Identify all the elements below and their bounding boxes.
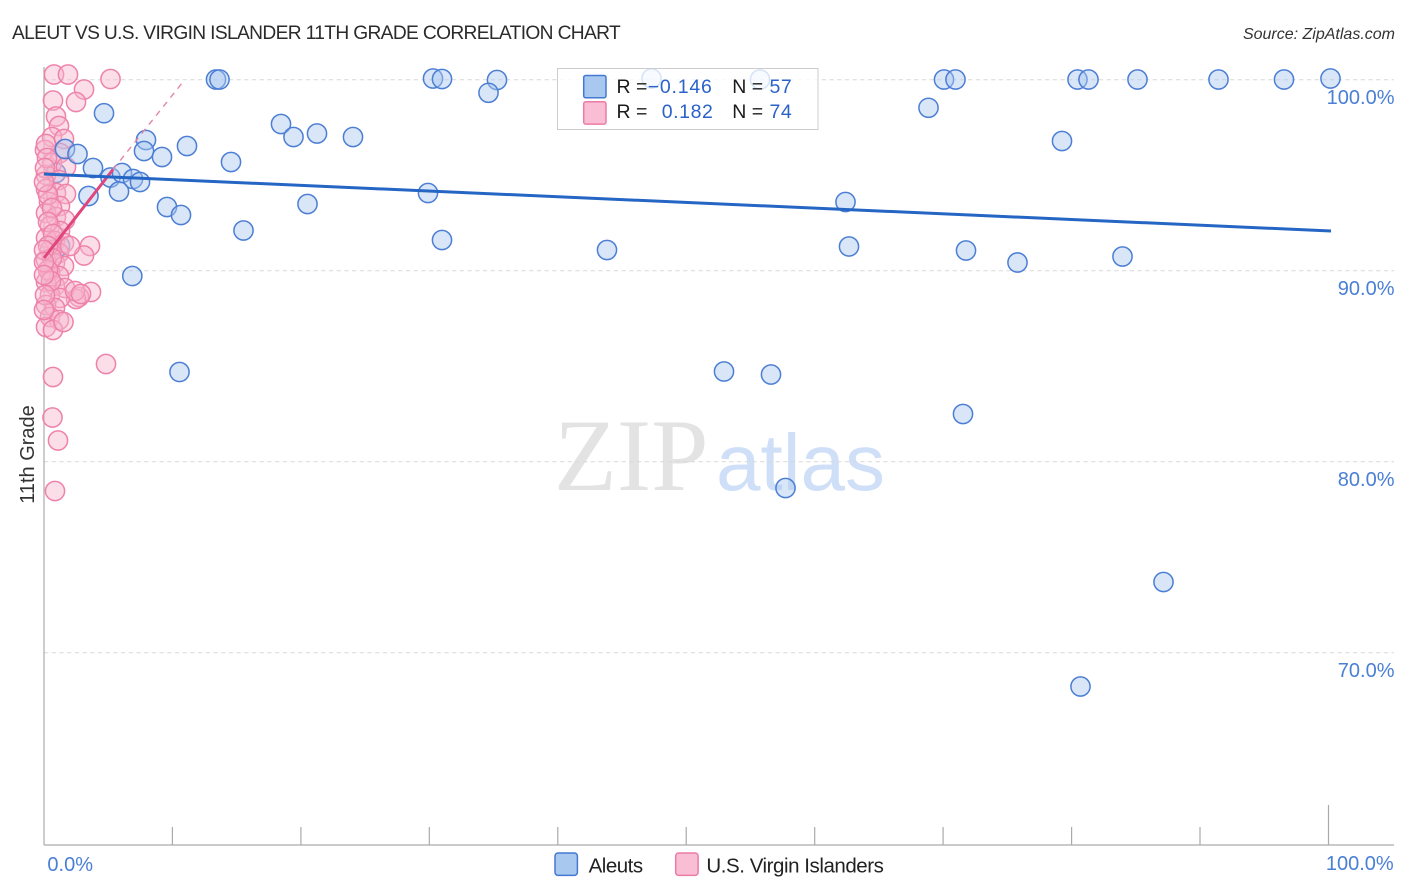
svg-text:57: 57 <box>770 76 793 98</box>
svg-text:0.182: 0.182 <box>662 101 714 123</box>
svg-text:R =: R = <box>617 101 648 123</box>
svg-text:N =: N = <box>732 101 763 123</box>
svg-text:11th Grade: 11th Grade <box>17 405 39 504</box>
svg-text:74: 74 <box>770 101 793 123</box>
svg-text:100.0%: 100.0% <box>1327 87 1395 109</box>
svg-text:0.0%: 0.0% <box>47 854 93 876</box>
svg-text:100.0%: 100.0% <box>1326 853 1394 875</box>
svg-text:70.0%: 70.0% <box>1338 660 1395 682</box>
svg-text:90.0%: 90.0% <box>1338 278 1395 300</box>
svg-text:Source: ZipAtlas.com: Source: ZipAtlas.com <box>1243 26 1395 43</box>
svg-text:ZIP: ZIP <box>554 399 709 513</box>
svg-text:Aleuts: Aleuts <box>589 855 643 878</box>
svg-text:−0.146: −0.146 <box>648 76 713 98</box>
svg-text:U.S. Virgin Islanders: U.S. Virgin Islanders <box>706 855 883 878</box>
svg-text:ALEUT VS U.S. VIRGIN ISLANDER: ALEUT VS U.S. VIRGIN ISLANDER 11TH GRADE… <box>12 23 621 44</box>
svg-text:80.0%: 80.0% <box>1338 469 1395 491</box>
svg-text:atlas: atlas <box>716 418 885 507</box>
svg-text:N =: N = <box>732 76 763 98</box>
svg-text:R =: R = <box>617 76 648 98</box>
